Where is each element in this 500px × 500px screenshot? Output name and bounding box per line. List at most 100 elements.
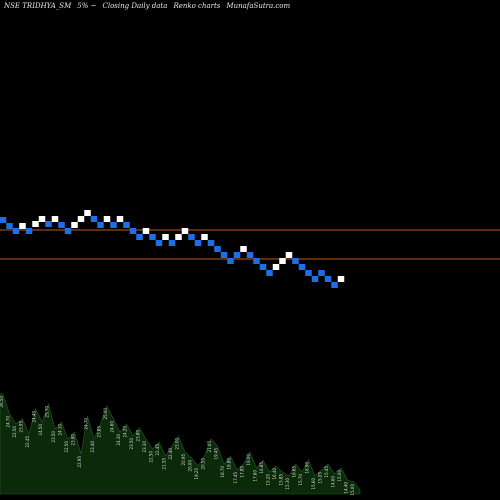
volume-label: 23.80: [136, 430, 141, 442]
down-brick: [305, 270, 312, 276]
chart-kind-label: Renko charts: [173, 2, 221, 10]
volume-label: 22.95: [77, 456, 82, 468]
volume-label: 15.70: [298, 474, 303, 486]
volume-label: 15.00: [337, 470, 342, 482]
volume-label: 15.20: [266, 474, 271, 486]
change-label: 5% ~: [77, 2, 97, 10]
volume-label: 19.00: [246, 454, 251, 466]
volume-label: 17.85: [240, 466, 245, 478]
volume-label: 23.85: [97, 426, 102, 438]
down-brick: [155, 240, 163, 246]
volume-label: 16.40: [272, 468, 277, 480]
up-brick: [142, 228, 150, 234]
volume-label: 22.45: [155, 444, 160, 456]
chart-header: NSE TRIDHYA_SM 5% ~ Closing Daily data Renk…: [4, 2, 296, 10]
down-brick: [246, 252, 254, 258]
series-label: Closing Daily data: [102, 2, 168, 10]
volume-label: 22.50: [149, 451, 154, 463]
volume-label: 18.80: [227, 458, 232, 470]
symbol-label: NSE TRIDHYA_SM: [4, 2, 72, 10]
up-brick: [337, 276, 345, 282]
up-brick: [103, 216, 111, 222]
down-brick: [233, 252, 241, 258]
volume-label: 24.70: [6, 416, 11, 428]
volume-label: 18.70: [220, 466, 225, 478]
down-brick: [110, 222, 117, 228]
level-lines: [0, 229, 500, 260]
volume-label: 16.65: [292, 466, 297, 478]
volume-label: 24.45: [32, 411, 37, 423]
site-label: MunafaSutra.com: [226, 2, 291, 10]
down-brick: [188, 234, 195, 240]
volume-label: 15.30: [285, 478, 290, 490]
down-brick: [6, 223, 13, 229]
down-brick: [149, 234, 156, 240]
down-brick: [129, 228, 137, 234]
volume-label: 14.60: [331, 476, 336, 488]
up-brick: [285, 252, 293, 258]
down-brick: [168, 240, 176, 246]
volume-label: 23.40: [90, 441, 95, 453]
volume-label: 24.20: [123, 426, 128, 438]
volume-label: 23.80: [71, 434, 76, 446]
down-brick: [227, 258, 234, 264]
volume-label: 24.50: [38, 424, 43, 436]
down-brick: [318, 270, 325, 276]
up-brick: [116, 216, 124, 222]
up-brick: [279, 258, 286, 264]
down-brick: [214, 246, 221, 252]
volume-label: 22.50: [12, 426, 17, 438]
up-brick: [84, 210, 91, 216]
volume-label: 17.45: [233, 472, 238, 484]
down-brick: [266, 270, 273, 276]
up-brick: [162, 234, 169, 240]
volume-label: 15.60: [311, 478, 316, 490]
volume-label: 20.95: [181, 454, 186, 466]
down-brick: [292, 258, 299, 264]
volume-label: 14.40: [344, 482, 349, 494]
volume-label: 25.00: [103, 408, 108, 420]
up-brick: [201, 234, 208, 240]
volume-label: 22.40: [168, 448, 173, 460]
down-brick: [25, 228, 33, 234]
volume-fill: [0, 393, 361, 495]
down-brick: [253, 258, 260, 264]
down-brick: [207, 240, 215, 246]
down-brick: [97, 222, 104, 228]
up-brick: [175, 234, 182, 240]
up-brick: [19, 223, 26, 229]
down-brick: [324, 276, 332, 282]
up-brick: [51, 216, 59, 222]
down-brick: [136, 234, 143, 240]
down-brick: [0, 217, 7, 223]
volume-label: 23.95: [19, 421, 24, 433]
volume-label: 17.60: [253, 470, 258, 482]
renko-bricks: [0, 210, 345, 288]
volume-label: 16.85: [259, 462, 264, 474]
volume-label: 20.55: [201, 458, 206, 470]
up-brick: [77, 216, 85, 222]
down-brick: [12, 228, 20, 234]
down-brick: [90, 216, 98, 222]
volume-label: 19.45: [214, 448, 219, 460]
volume-label: 24.30: [116, 434, 121, 446]
down-brick: [220, 252, 228, 258]
volume-label: 22.45: [25, 436, 30, 448]
up-brick: [32, 221, 39, 227]
volume-label: 23.50: [51, 431, 56, 443]
volume-label: 24.70: [84, 418, 89, 430]
volume-label: 15.00: [350, 484, 355, 496]
volume-label: 24.60: [110, 421, 115, 433]
volume-label: 21.55: [162, 458, 167, 470]
up-brick: [38, 216, 46, 222]
up-brick: [240, 246, 247, 252]
up-brick: [181, 228, 189, 234]
volume-label: 23.30: [142, 441, 147, 453]
volume-label: 16.90: [305, 462, 310, 474]
volume-label: 25.70: [45, 406, 50, 418]
volume-label: 26.50: [0, 396, 4, 408]
volume-label: 15.85: [279, 474, 284, 486]
